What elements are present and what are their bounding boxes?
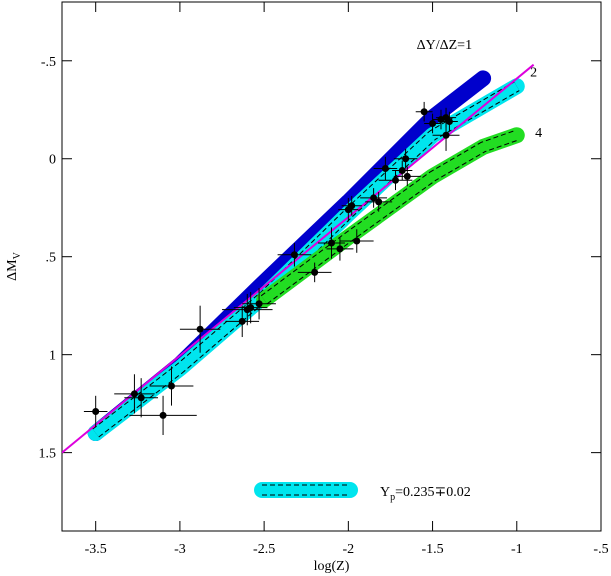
data-point	[445, 118, 453, 126]
data-point	[353, 237, 361, 245]
y-axis-label-sub: V	[12, 251, 23, 259]
plot-frame	[61, 1, 602, 532]
data-point	[336, 245, 344, 253]
y-axis-label-main: ΔM	[5, 259, 20, 281]
data-point	[402, 155, 410, 163]
data-point	[370, 194, 378, 202]
x-tick-label: -3	[174, 542, 186, 557]
data-point	[255, 300, 263, 308]
data-point	[403, 172, 411, 180]
x-tick-label: -3.5	[85, 542, 107, 557]
data-point	[429, 119, 437, 127]
legend-label: Yp=0.235∓0.02	[380, 485, 471, 503]
y-tick-label: .5	[46, 251, 57, 266]
legend-rest: =0.235∓0.02	[395, 485, 471, 500]
data-point	[348, 202, 356, 210]
data-point	[392, 176, 400, 184]
annotation: 2	[530, 65, 537, 80]
y-tick-label: 1.5	[39, 447, 57, 462]
y-tick-label: 0	[49, 153, 56, 168]
data-point	[290, 251, 298, 259]
y-tick-label: 1	[49, 349, 56, 364]
data-point	[130, 390, 138, 398]
data-point	[442, 131, 450, 139]
annotation: ΔY/ΔZ=1	[417, 38, 472, 53]
x-tick-label: -1	[511, 542, 523, 557]
data-point	[167, 382, 175, 390]
plot-area	[62, 63, 535, 454]
data-point	[247, 304, 255, 312]
data-point	[381, 165, 389, 173]
data-point	[238, 317, 246, 325]
data-point	[398, 166, 406, 174]
x-tick-label: -2	[343, 542, 355, 557]
y-axis-label: ΔMV	[5, 251, 23, 280]
legend-main: Y	[380, 485, 390, 500]
fit-line	[62, 63, 535, 454]
x-axis-label: log(Z)	[314, 559, 350, 574]
data-point	[196, 325, 204, 333]
data-point	[375, 198, 383, 206]
data-point	[420, 108, 428, 116]
x-tick-label: -2.5	[253, 542, 275, 557]
x-tick-label: -1.5	[421, 542, 443, 557]
y-tick-label: -.5	[41, 55, 56, 70]
data-point	[328, 239, 335, 247]
x-tick-label: -.5	[593, 542, 608, 557]
legend-sub: p	[390, 492, 395, 503]
data-point	[92, 407, 100, 415]
data-point	[159, 411, 167, 419]
annotation: 4	[535, 126, 542, 141]
data-point	[311, 268, 319, 276]
band-core	[261, 130, 519, 304]
data-point	[137, 394, 145, 402]
